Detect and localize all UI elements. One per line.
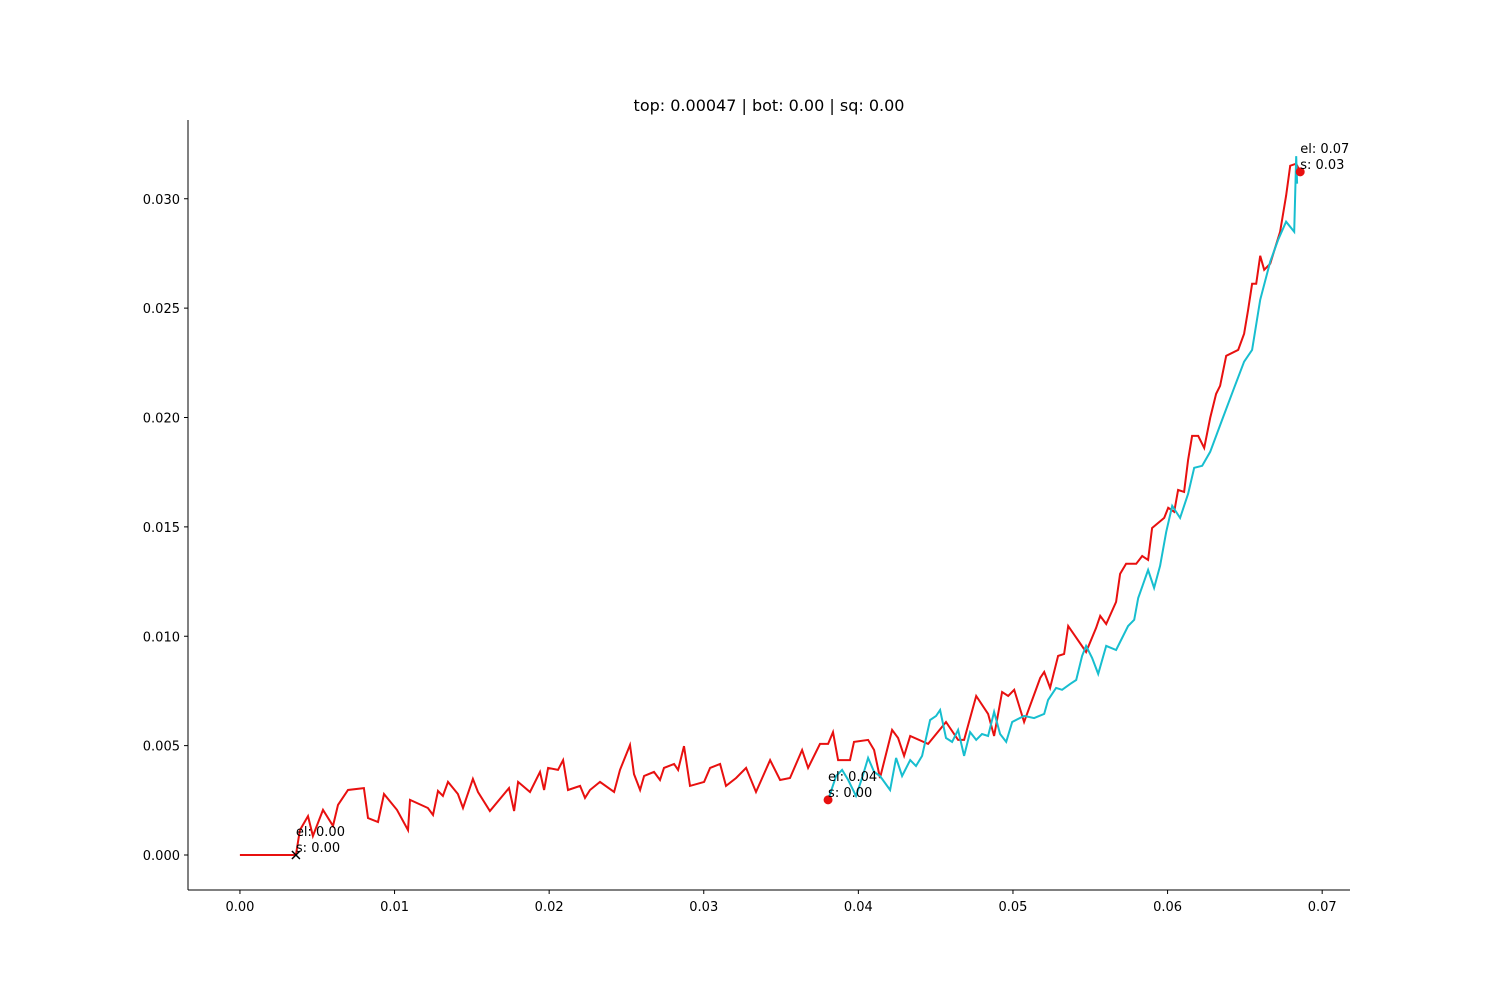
annotation-text: el: 0.00 — [296, 825, 345, 840]
x-tick-label: 0.02 — [535, 900, 564, 915]
y-tick-label: 0.000 — [143, 849, 180, 864]
y-tick-label: 0.030 — [143, 193, 180, 208]
x-tick-label: 0.01 — [380, 900, 409, 915]
marker — [291, 850, 301, 860]
line — [827, 156, 1299, 801]
x-tick-label: 0.04 — [844, 900, 873, 915]
x-tick-label: 0.07 — [1308, 900, 1337, 915]
line — [239, 162, 1302, 856]
marker — [1295, 167, 1305, 177]
marker — [823, 795, 833, 805]
y-tick-label: 0.010 — [143, 630, 180, 645]
y-tick-label: 0.005 — [143, 740, 180, 755]
y-tick-label: 0.025 — [143, 302, 180, 317]
annotation-text: s: 0.00 — [296, 841, 340, 856]
annotation-text: s: 0.03 — [1300, 158, 1344, 173]
annotation-text: s: 0.00 — [828, 786, 872, 801]
chart-title: top: 0.00047 | bot: 0.00 | sq: 0.00 — [634, 96, 905, 115]
x-tick-label: 0.06 — [1153, 900, 1182, 915]
y-tick-label: 0.020 — [143, 412, 180, 427]
annotation-text: el: 0.07 — [1300, 142, 1349, 157]
x-tick-label: 0.00 — [225, 900, 254, 915]
x-tick-label: 0.05 — [998, 900, 1027, 915]
x-tick-label: 0.03 — [689, 900, 718, 915]
y-tick-label: 0.015 — [143, 521, 180, 536]
annotation-text: el: 0.04 — [828, 770, 877, 785]
